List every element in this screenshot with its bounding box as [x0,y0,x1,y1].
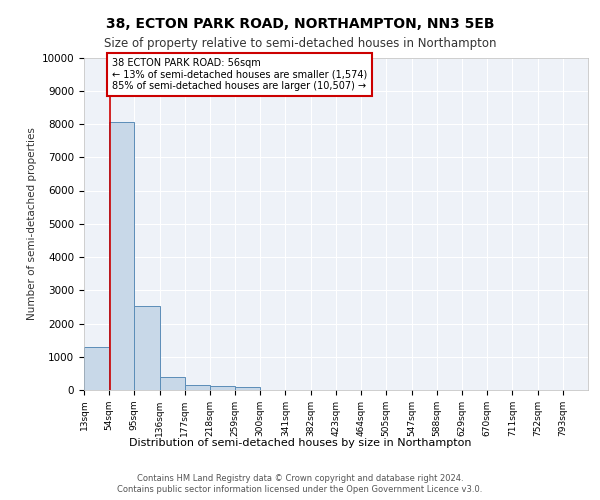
Bar [185,385,210,390]
Bar [235,387,260,390]
Bar [109,122,134,390]
Bar [160,378,185,390]
Text: 38, ECTON PARK ROAD, NORTHAMPTON, NN3 5EB: 38, ECTON PARK ROAD, NORTHAMPTON, NN3 5E… [106,18,494,32]
Text: Contains public sector information licensed under the Open Government Licence v3: Contains public sector information licen… [118,485,482,494]
Text: Contains HM Land Registry data © Crown copyright and database right 2024.: Contains HM Land Registry data © Crown c… [137,474,463,483]
Bar [134,306,160,390]
Y-axis label: Number of semi-detached properties: Number of semi-detached properties [28,128,37,320]
Bar [210,386,235,390]
Text: Size of property relative to semi-detached houses in Northampton: Size of property relative to semi-detach… [104,38,496,51]
Bar [84,347,109,390]
Text: Distribution of semi-detached houses by size in Northampton: Distribution of semi-detached houses by … [129,438,471,448]
Text: 38 ECTON PARK ROAD: 56sqm
← 13% of semi-detached houses are smaller (1,574)
85% : 38 ECTON PARK ROAD: 56sqm ← 13% of semi-… [112,58,367,90]
